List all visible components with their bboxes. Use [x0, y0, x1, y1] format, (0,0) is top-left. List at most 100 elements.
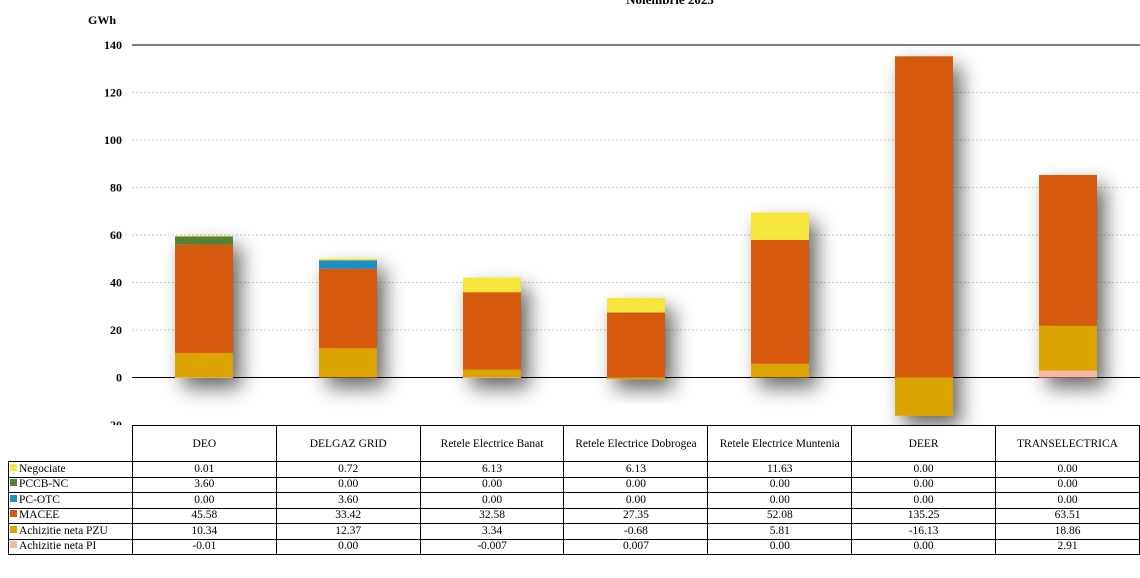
data-label: 6.13 [419, 461, 565, 478]
bar-segment [607, 312, 665, 378]
legend-entry: Achizitie neta PI [8, 538, 133, 555]
y-tick-label: 100 [104, 133, 122, 147]
data-label: 27.35 [563, 507, 709, 524]
legend-swatch [10, 494, 17, 502]
data-label: 0.72 [275, 461, 421, 478]
category-label: DEER [851, 425, 996, 462]
bar-stack [895, 56, 953, 416]
data-label: 0.00 [851, 492, 996, 509]
bar-segment [175, 244, 233, 353]
category-label: Retele Electrice Muntenia [707, 425, 853, 462]
legend-entry: Achizitie neta PZU [8, 523, 133, 540]
data-label: 0.00 [707, 476, 853, 493]
data-label: 45.58 [131, 507, 277, 524]
y-tick-label: 140 [104, 38, 122, 52]
data-label: 0.00 [563, 492, 709, 509]
table-row: Achizitie neta PI -0.01 0.00 -0.007 0.007 0.0… [8, 538, 1140, 555]
bar-segment [175, 236, 233, 245]
data-label: 0.00 [707, 492, 853, 509]
data-label: 0.01 [131, 461, 277, 478]
bar-segment [175, 377, 233, 378]
bars [175, 56, 1097, 416]
data-label: 3.60 [275, 492, 421, 509]
legend-swatch [10, 510, 17, 518]
y-tick-label: 60 [110, 228, 122, 242]
bar-segment [319, 268, 377, 349]
data-label: 3.60 [131, 476, 277, 493]
data-label: 32.58 [419, 507, 565, 524]
data-label: 0.00 [851, 538, 996, 555]
bar-segment [1039, 370, 1097, 378]
bar-segment [607, 297, 665, 313]
legend-entry: PCCB-NC [8, 476, 133, 493]
data-label: 0.00 [851, 461, 996, 478]
table-row: PC-OTC 0.00 3.60 0.00 0.00 0.00 0.00 0.00 [8, 492, 1140, 509]
legend-entry: PC-OTC [8, 492, 133, 509]
series-name: MACEE [19, 509, 60, 522]
table-row: Achizitie neta PZU 10.34 12.37 3.34 -0.68 5.8… [8, 523, 1140, 540]
data-label: 11.63 [707, 461, 853, 478]
y-tick-label: 80 [110, 181, 122, 195]
chart-plot: -20 0 20 40 60 80 100 120 140 [104, 38, 1140, 425]
data-label: -0.01 [131, 538, 277, 555]
table-header-row: DEO DELGAZ GRID Retele Electrice Banat Rete… [8, 425, 1140, 462]
category-label: TRANSELECTRICA [995, 425, 1140, 462]
y-axis-unit-label: GWh [88, 13, 117, 27]
legend-entry: MACEE [8, 507, 133, 524]
data-label: 5.81 [707, 523, 853, 540]
data-label: 135.25 [851, 507, 996, 524]
y-tick-label: -20 [106, 418, 122, 425]
data-label: 0.00 [563, 476, 709, 493]
category-label: DEO [131, 425, 277, 462]
y-axis-ticks: -20 0 20 40 60 80 100 120 140 [104, 38, 122, 425]
series-name: Negociate [19, 462, 66, 475]
bar-segment [751, 240, 809, 364]
chart-title: Noiembrie 2023 [560, 0, 780, 8]
table-corner [8, 425, 133, 462]
data-label: 0.00 [851, 476, 996, 493]
data-label: 0.00 [131, 492, 277, 509]
data-label: 33.42 [275, 507, 421, 524]
bar-segment [607, 377, 665, 380]
bar-segment [175, 352, 233, 378]
table-row: Negociate 0.01 0.72 6.13 6.13 11.63 0.00 0.00 [8, 461, 1140, 478]
bar-segment [319, 348, 377, 378]
bar-stack [607, 297, 665, 380]
bar-segment [751, 363, 809, 378]
data-label: 0.00 [419, 492, 565, 509]
bar-segment [463, 277, 521, 293]
legend-swatch [10, 479, 17, 487]
category-label: DELGAZ GRID [275, 425, 421, 462]
bar-segment [751, 212, 809, 241]
data-label: 0.00 [995, 476, 1140, 493]
data-label: 0.00 [275, 538, 421, 555]
legend-swatch [10, 463, 17, 471]
bar-stack [463, 277, 521, 378]
series-name: Achizitie neta PI [19, 540, 97, 553]
bar-stack [175, 236, 233, 378]
y-tick-label: 120 [104, 86, 122, 100]
data-label: 0.00 [707, 538, 853, 555]
data-label: 0.007 [563, 538, 709, 555]
category-label: Retele Electrice Dobrogea [563, 425, 709, 462]
data-label: 0.00 [275, 476, 421, 493]
data-label: 18.86 [995, 523, 1140, 540]
gridlines [132, 44, 1140, 378]
data-label: 0.00 [419, 476, 565, 493]
bar-stack [319, 258, 377, 378]
data-label: 12.37 [275, 523, 421, 540]
bar-segment [463, 369, 521, 378]
data-label: 52.08 [707, 507, 853, 524]
y-tick-label: 20 [110, 323, 122, 337]
bar-segment [463, 377, 521, 378]
data-label: -0.007 [419, 538, 565, 555]
table-row: PCCB-NC 3.60 0.00 0.00 0.00 0.00 0.00 0.00 [8, 476, 1140, 493]
bar-segment [895, 377, 953, 416]
data-label: 2.91 [995, 538, 1140, 555]
y-tick-label: 0 [116, 371, 122, 385]
bar-segment [175, 236, 233, 237]
table-body: Negociate 0.01 0.72 6.13 6.13 11.63 0.00 0.00 PC… [8, 461, 1140, 555]
data-label: 10.34 [131, 523, 277, 540]
data-label: -0.68 [563, 523, 709, 540]
bar-segment [463, 292, 521, 370]
